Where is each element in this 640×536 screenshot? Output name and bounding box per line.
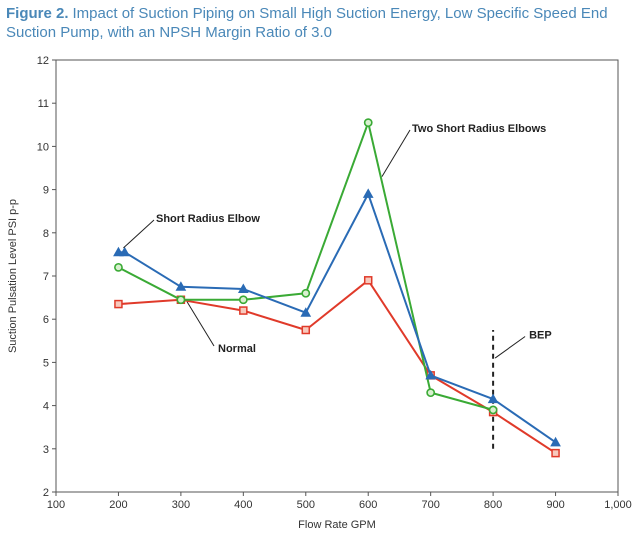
leader-line [494, 336, 526, 359]
data-point-triangle [550, 436, 561, 447]
figure-caption: Figure 2. Impact of Suction Piping on Sma… [6, 4, 634, 42]
data-point-triangle [300, 307, 312, 317]
x-axis-title: Flow Rate GPM [298, 519, 376, 531]
chart-axes: 2 3 4 5 6 7 8 9 10 11 12 100 200 300 400 500 600 700 800 90… [7, 55, 632, 531]
data-point-square [239, 306, 248, 315]
x-tick-label: 200 [109, 499, 127, 511]
x-tick-label: 900 [546, 499, 564, 511]
data-point-triangle [237, 283, 249, 293]
x-tick-label: 100 [47, 499, 65, 511]
data-point-circle [301, 288, 311, 298]
x-tick-label: 500 [297, 499, 315, 511]
data-point-circle [488, 405, 498, 415]
data-point-circle [426, 388, 436, 398]
series-line-0 [117, 121, 494, 411]
x-tick-label: 700 [421, 499, 439, 511]
x-tick-label: 300 [172, 499, 190, 511]
x-tick-label: 800 [484, 499, 502, 511]
y-tick-label: 10 [37, 141, 49, 153]
y-tick-label: 3 [43, 444, 49, 456]
chart-series [113, 118, 561, 458]
data-point-triangle [175, 281, 187, 291]
data-point-triangle [113, 246, 124, 257]
figure-label: Figure 2. [6, 5, 69, 22]
leader-line [186, 301, 215, 347]
data-point-circle [238, 295, 248, 305]
data-point-circle [176, 295, 186, 305]
data-point-circle [363, 118, 373, 128]
data-point-circle [114, 262, 123, 272]
x-tick-label: 1,000 [604, 499, 632, 511]
y-tick-label: 9 [43, 185, 49, 197]
data-point-square [301, 325, 311, 335]
y-tick-label: 11 [38, 98, 49, 110]
annotation-bep: BEP [529, 330, 552, 342]
chart-annotations: Two Short Radius Elbows Short Radius Elbo… [123, 123, 552, 359]
y-tick-label: 12 [37, 55, 49, 67]
annotation-two-short-radius-elbows: Two Short Radius Elbows [412, 123, 546, 135]
data-point-triangle [425, 369, 437, 380]
y-tick-label: 2 [43, 487, 49, 499]
data-point-triangle [362, 188, 374, 198]
series-line-2 [118, 279, 557, 454]
leader-line [381, 129, 411, 177]
series-line-1 [118, 192, 557, 444]
data-point-triangle [487, 393, 499, 404]
annotation-short-radius-elbow: Short Radius Elbow [156, 213, 260, 225]
y-tick-label: 4 [43, 401, 49, 413]
annotation-normal: Normal [218, 343, 256, 355]
data-point-square [114, 299, 123, 309]
y-axis-title: Suction Pulsation Level PSI p-p [7, 199, 19, 353]
x-tick-label: 400 [234, 499, 252, 511]
y-tick-label: 7 [43, 271, 49, 283]
data-point-square [551, 448, 560, 458]
data-point-square [363, 276, 373, 285]
y-tick-label: 6 [43, 314, 49, 326]
data-point-triangle [119, 246, 131, 257]
y-tick-label: 5 [43, 357, 49, 369]
x-tick-label: 600 [359, 499, 377, 511]
leader-line [123, 219, 155, 249]
figure-title: Impact of Suction Piping on Small High S… [6, 5, 608, 41]
y-tick-label: 8 [43, 228, 49, 240]
